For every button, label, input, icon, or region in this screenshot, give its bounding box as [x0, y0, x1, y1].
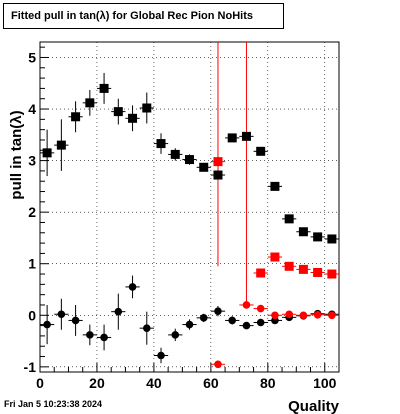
y-axis-label: pull in tan(λ)	[8, 110, 25, 199]
data-point-square	[213, 157, 223, 167]
y-tick-label: -1	[24, 359, 37, 375]
chart-title: Fitted pull in tan(λ) for Global Rec Pio…	[3, 3, 284, 29]
data-point-circle	[199, 314, 208, 322]
data-point-square	[256, 146, 266, 156]
data-point-circle	[271, 311, 279, 320]
data-point-circle	[157, 351, 165, 360]
data-point-square	[71, 112, 81, 122]
data-point-square	[270, 252, 280, 262]
data-point-circle	[114, 307, 123, 316]
data-point-square	[327, 234, 337, 244]
data-point-circle	[313, 310, 322, 319]
data-point-circle	[57, 310, 66, 319]
vertical-line-layer	[217, 42, 247, 306]
data-point-circle	[256, 304, 265, 313]
x-tick-label: 100	[313, 375, 337, 391]
data-point-square	[298, 264, 308, 274]
data-point-square	[142, 103, 152, 113]
data-point-square	[227, 133, 237, 143]
data-point-circle	[171, 331, 180, 339]
data-point-square	[256, 268, 266, 278]
y-tick-label: 4	[28, 101, 36, 117]
data-point-square	[327, 269, 337, 279]
x-tick-label: 40	[146, 375, 162, 391]
data-point-square	[298, 227, 308, 237]
y-tick-label: 0	[28, 307, 36, 323]
data-point-square	[313, 267, 323, 277]
data-point-circle	[214, 360, 222, 369]
data-point-square	[241, 131, 251, 141]
data-point-circle	[142, 324, 151, 332]
plot-frame	[39, 41, 340, 373]
data-point-square	[99, 83, 109, 93]
data-point-circle	[86, 331, 94, 339]
y-tick-label: 2	[28, 204, 36, 220]
data-point-square	[199, 162, 209, 172]
data-marks-layer	[40, 72, 339, 369]
data-point-circle	[328, 311, 336, 320]
timestamp-footer: Fri Jan 5 10:23:38 2024	[4, 399, 103, 409]
data-point-square	[156, 139, 166, 149]
data-point-square	[313, 232, 323, 242]
data-point-square	[213, 170, 223, 180]
data-point-circle	[214, 307, 222, 315]
data-point-square	[185, 155, 194, 165]
data-point-square	[270, 181, 280, 191]
data-point-circle	[299, 311, 308, 320]
data-point-square	[42, 148, 52, 158]
data-point-square	[85, 98, 95, 108]
data-point-square	[128, 113, 138, 123]
data-point-circle	[228, 316, 237, 325]
x-tick-label: 20	[89, 375, 105, 391]
data-point-circle	[71, 316, 80, 325]
data-point-circle	[185, 320, 194, 329]
data-point-circle	[128, 283, 137, 291]
x-tick-label: 0	[36, 375, 44, 391]
data-point-square	[170, 149, 180, 159]
data-point-circle	[100, 333, 108, 342]
data-point-circle	[242, 301, 251, 309]
x-axis-label: Quality	[288, 398, 340, 414]
data-point-circle	[256, 318, 265, 327]
y-tick-label: 5	[28, 49, 36, 65]
data-point-square	[284, 261, 294, 271]
y-tick-label: 3	[28, 153, 36, 169]
data-point-circle	[242, 321, 251, 330]
x-tick-label: 80	[260, 375, 276, 391]
y-tick-label: 1	[28, 256, 36, 272]
data-point-square	[113, 107, 123, 117]
data-point-circle	[43, 320, 51, 329]
data-point-circle	[285, 310, 293, 319]
data-point-square	[284, 214, 294, 224]
x-tick-label: 60	[203, 375, 219, 391]
data-point-square	[56, 140, 66, 150]
